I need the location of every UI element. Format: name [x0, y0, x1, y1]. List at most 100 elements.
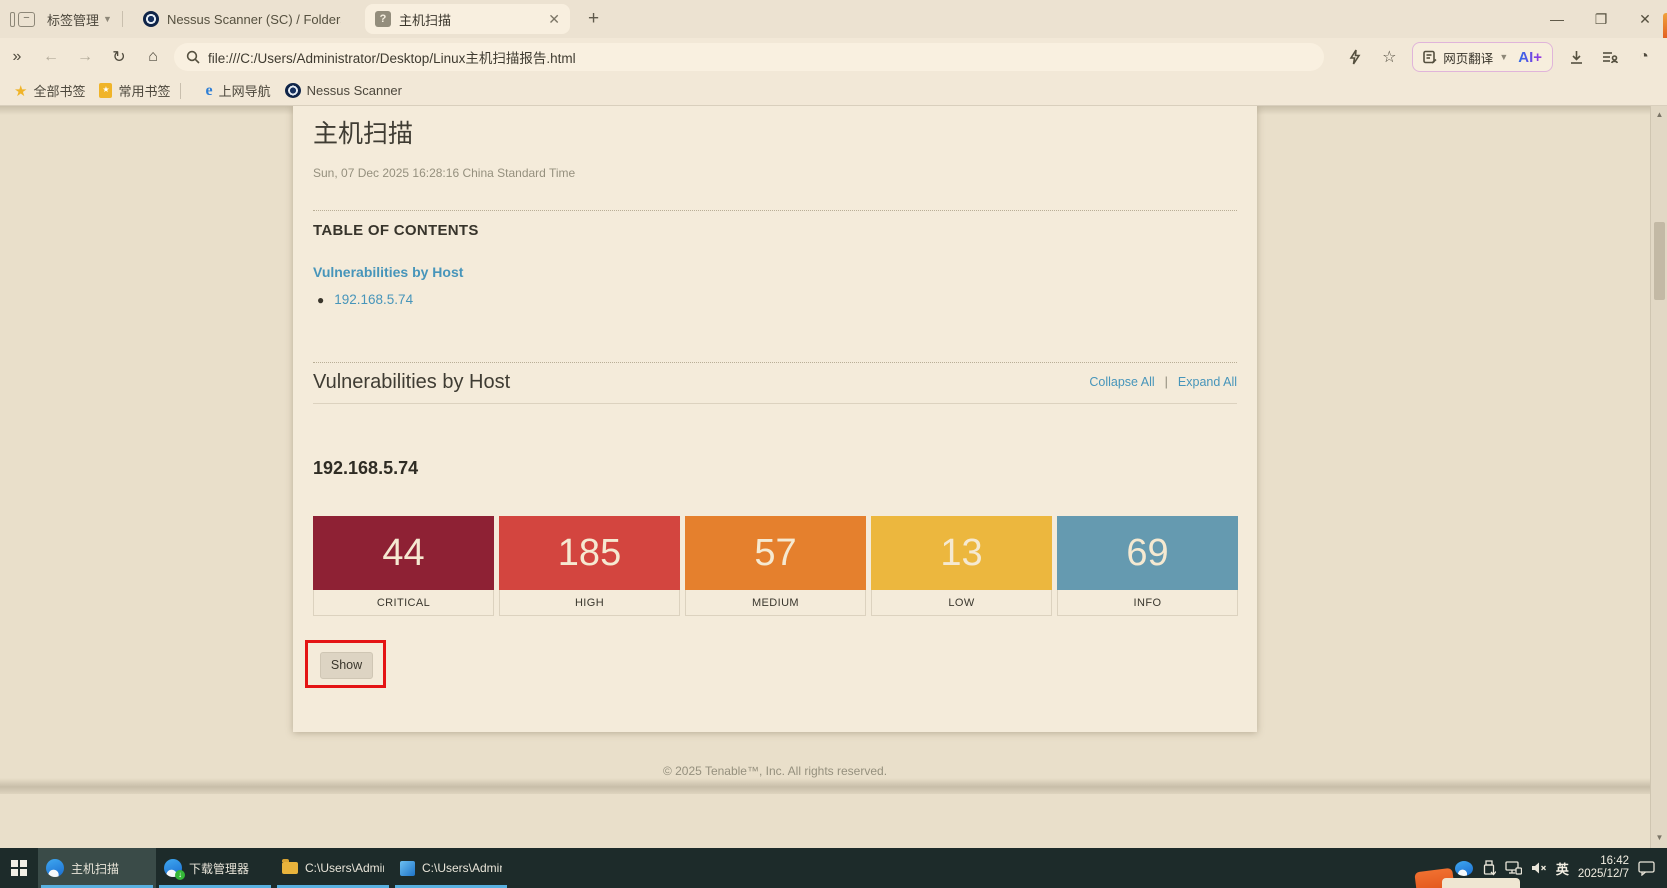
bookmark-nessus[interactable]: Nessus Scanner — [285, 83, 402, 98]
taskbar-item-download-manager[interactable]: ↓ 下载管理器 — [156, 848, 274, 888]
taskbar: 主机扫描 ↓ 下载管理器 C:\Users\Adminis... C:\User… — [0, 848, 1667, 888]
severity-label: MEDIUM — [685, 590, 866, 616]
severity-count: 44 — [313, 516, 494, 590]
divider — [313, 362, 1237, 363]
browser-compact-icon[interactable]: − — [10, 12, 35, 27]
tray-browser-icon[interactable] — [1455, 861, 1473, 876]
bookmarks-bar: ★ 全部书签 ★ 常用书签 e 上网导航 Nessus Scanner — [0, 76, 1667, 106]
bookmark-label: 上网导航 — [219, 81, 271, 100]
minimize-pane-icon: − — [18, 12, 35, 27]
favorite-star-icon[interactable]: ☆ — [1372, 47, 1406, 67]
restore-button[interactable]: ❐ — [1579, 0, 1623, 38]
tab-title: Nessus Scanner (SC) / Folders — [167, 12, 341, 27]
taskbar-clock[interactable]: 16:42 2025/12/7 — [1578, 855, 1629, 881]
extensions-overflow-icon[interactable]: » — [0, 48, 34, 66]
theme-toggle-icon[interactable]: ◔ — [1627, 48, 1661, 66]
close-tab-icon[interactable]: ✕ — [548, 11, 560, 28]
taskbar-item-label: 下载管理器 — [189, 860, 266, 877]
translate-icon — [1423, 50, 1437, 64]
clock-time: 16:42 — [1578, 855, 1629, 868]
report-timestamp: Sun, 07 Dec 2025 16:28:16 China Standard… — [313, 166, 575, 180]
severity-count: 13 — [871, 516, 1052, 590]
clock-date: 2025/12/7 — [1578, 868, 1629, 881]
new-tab-button[interactable]: + — [588, 8, 599, 30]
tab-manager-label: 标签管理 — [47, 10, 99, 29]
address-bar[interactable]: file:///C:/Users/Administrator/Desktop/L… — [174, 43, 1324, 71]
section-header-row: Vulnerabilities by Host Collapse All | E… — [313, 364, 1237, 400]
page-scrollbar[interactable]: ▲ ▼ — [1650, 106, 1667, 848]
severity-box-critical: 44 CRITICAL — [313, 516, 494, 616]
url-text: file:///C:/Users/Administrator/Desktop/L… — [208, 47, 576, 67]
download-badge-icon: ↓ — [175, 870, 185, 880]
scrollbar-thumb[interactable] — [1654, 222, 1665, 300]
browser-download-icon: ↓ — [164, 859, 182, 877]
compact-bar-icon — [10, 12, 15, 27]
toolbar-right-icons: ☆ 网页翻译 ▼ AI+ ◔ — [1338, 42, 1661, 72]
divider — [313, 210, 1237, 211]
toc-host-link[interactable]: 192.168.5.74 — [334, 292, 413, 307]
toc-heading: TABLE OF CONTENTS — [313, 222, 479, 239]
report-title: 主机扫描 — [313, 114, 413, 150]
home-icon[interactable]: ⌂ — [136, 48, 170, 66]
severity-label: HIGH — [499, 590, 680, 616]
back-icon[interactable]: ← — [34, 48, 68, 66]
volume-muted-icon[interactable] — [1531, 861, 1547, 875]
page-viewport: 主机扫描 Sun, 07 Dec 2025 16:28:16 China Sta… — [0, 106, 1667, 848]
toc-section-link[interactable]: Vulnerabilities by Host — [313, 264, 463, 280]
start-button[interactable] — [0, 848, 38, 888]
windows-logo-icon — [11, 860, 27, 876]
search-icon — [186, 50, 200, 64]
tab-nessus-scanner[interactable]: Nessus Scanner (SC) / Folders — [133, 4, 351, 34]
host-name: 192.168.5.74 — [313, 458, 418, 479]
divider — [313, 403, 1237, 404]
taskbar-item-label: C:\Users\Adminis... — [422, 861, 502, 875]
taskbar-item-label: C:\Users\Adminis... — [305, 861, 384, 875]
section-title: Vulnerabilities by Host — [313, 371, 1089, 394]
bullet-icon: ● — [317, 293, 324, 307]
usb-icon[interactable] — [1482, 860, 1496, 876]
forward-icon[interactable]: → — [68, 48, 102, 66]
ai-button[interactable]: AI+ — [1518, 49, 1542, 66]
severity-count: 185 — [499, 516, 680, 590]
reading-list-icon[interactable] — [1593, 50, 1627, 64]
taskbar-item-window[interactable]: C:\Users\Adminis... — [392, 848, 510, 888]
tab-host-scan[interactable]: ? 主机扫描 ✕ — [365, 4, 570, 34]
system-tray: 英 16:42 2025/12/7 — [1455, 848, 1667, 888]
taskbar-item-host-scan[interactable]: 主机扫描 — [38, 848, 156, 888]
expand-all-link[interactable]: Expand All — [1178, 375, 1237, 389]
tab-title: 主机扫描 — [399, 10, 540, 29]
window-controls: — ❐ ✕ — [1535, 0, 1667, 38]
section-links: Collapse All | Expand All — [1089, 375, 1237, 389]
chevron-down-icon: ▼ — [103, 14, 112, 24]
network-icon[interactable] — [1505, 861, 1522, 875]
tab-manager-button[interactable]: 标签管理 ▼ — [47, 10, 112, 29]
bookmark-navigation[interactable]: e 上网导航 — [205, 81, 270, 100]
browser-icon — [46, 859, 64, 877]
severity-count: 69 — [1057, 516, 1238, 590]
reload-icon[interactable]: ↻ — [102, 47, 136, 67]
scroll-up-icon[interactable]: ▲ — [1651, 110, 1667, 119]
page-bottom-shadow — [0, 778, 1667, 794]
severity-label: CRITICAL — [313, 590, 494, 616]
divider — [180, 83, 181, 99]
minimize-button[interactable]: — — [1535, 0, 1579, 38]
collapse-all-link[interactable]: Collapse All — [1089, 375, 1154, 389]
browser-toolbar: » ← → ↻ ⌂ file:///C:/Users/Administrator… — [0, 38, 1667, 76]
scroll-down-icon[interactable]: ▼ — [1651, 833, 1667, 842]
file-question-icon: ? — [375, 11, 391, 27]
toc-host-item[interactable]: ● 192.168.5.74 — [317, 292, 413, 307]
divider — [122, 11, 123, 27]
input-method-indicator[interactable]: 英 — [1556, 859, 1569, 878]
translate-ai-pill[interactable]: 网页翻译 ▼ AI+ — [1412, 42, 1553, 72]
show-button[interactable]: Show — [320, 652, 373, 679]
close-button[interactable]: ✕ — [1623, 0, 1667, 38]
bookmark-all[interactable]: ★ 全部书签 — [14, 81, 85, 100]
bookmark-common[interactable]: ★ 常用书签 — [99, 81, 170, 100]
taskbar-item-label: 主机扫描 — [71, 860, 148, 877]
nessus-icon — [285, 83, 301, 98]
notification-center-icon[interactable] — [1638, 861, 1655, 876]
browser-titlebar: − 标签管理 ▼ Nessus Scanner (SC) / Folders ?… — [0, 0, 1667, 38]
downloads-icon[interactable] — [1559, 50, 1593, 65]
quick-action-lightning-icon[interactable] — [1338, 49, 1372, 65]
taskbar-item-folder[interactable]: C:\Users\Adminis... — [274, 848, 392, 888]
